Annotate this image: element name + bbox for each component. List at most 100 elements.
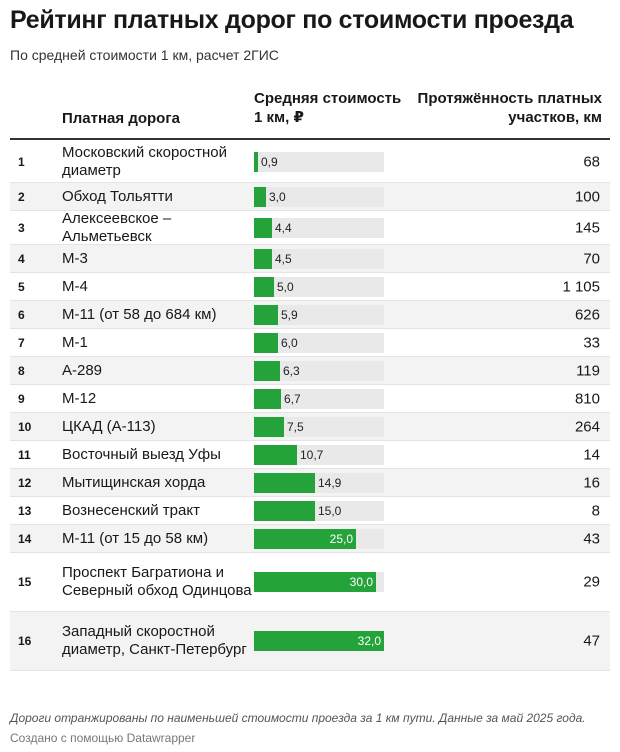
- bar: [254, 388, 281, 409]
- bar: [254, 248, 272, 269]
- chart-subtitle: По средней стоимости 1 км, расчет 2ГИС: [10, 47, 279, 63]
- road-name: А-289: [62, 361, 103, 379]
- rank-cell: 6: [18, 307, 25, 322]
- rank-cell: 15: [18, 575, 32, 589]
- bar-value-label: 15,0: [318, 503, 342, 518]
- road-name: Западный скоростной диаметр, Санкт-Петер…: [62, 623, 247, 658]
- bar: [254, 304, 278, 325]
- length-cell: 100: [574, 188, 600, 205]
- table-row: 12 Мытищинская хорда 14,9 16: [10, 469, 610, 497]
- road-name: Обход Тольятти: [62, 187, 173, 205]
- rank-cell: 2: [18, 189, 25, 204]
- length-cell: 626: [574, 306, 600, 323]
- bar-track: 6,3: [254, 360, 384, 381]
- road-name: Московский скоростной диаметр: [62, 143, 227, 179]
- table-row: 14 М-11 (от 15 до 58 км) 25,0 43: [10, 525, 610, 553]
- bar: [254, 276, 274, 297]
- bar-track: 15,0: [254, 500, 384, 521]
- length-cell: 33: [583, 334, 600, 351]
- length-cell: 47: [583, 632, 600, 650]
- bar-value-label: 5,9: [281, 307, 298, 322]
- rank-cell: 13: [18, 503, 32, 518]
- table-body: 1 Московский скоростной диаметр 0,9 68 2 Обхо…: [10, 141, 610, 671]
- bar-value-label: 4,4: [275, 220, 292, 235]
- length-cell: 810: [574, 390, 600, 407]
- bar-track: 7,5: [254, 416, 384, 437]
- road-name: М-3: [62, 249, 88, 267]
- bar-track: 6,7: [254, 388, 384, 409]
- bar-value-label: 25,0: [329, 531, 353, 546]
- bar: [254, 572, 376, 592]
- rank-cell: 16: [18, 634, 32, 648]
- rank-cell: 4: [18, 251, 25, 266]
- chart-title: Рейтинг платных дорог по стоимости проез…: [10, 6, 574, 34]
- road-name: Алексеевское – Альметьевск: [62, 209, 172, 245]
- length-cell: 145: [574, 219, 600, 236]
- header-cost: Средняя стоимость 1 км, ₽: [254, 90, 402, 126]
- road-name: М-11 (от 15 до 58 км): [62, 529, 209, 547]
- table-row: 9 М-12 6,7 810: [10, 385, 610, 413]
- rank-cell: 11: [18, 447, 31, 462]
- road-name: М-11 (от 58 до 684 км): [62, 305, 217, 323]
- table-row: 2 Обход Тольятти 3,0 100: [10, 183, 610, 211]
- length-cell: 68: [583, 153, 600, 170]
- bar-track: 14,9: [254, 472, 384, 493]
- rank-cell: 1: [18, 154, 25, 169]
- table-row: 1 Московский скоростной диаметр 0,9 68: [10, 141, 610, 183]
- bar-value-label: 6,0: [281, 335, 298, 350]
- road-name: ЦКАД (А-113): [62, 417, 156, 435]
- bar-value-label: 5,0: [277, 279, 294, 294]
- bar: [254, 528, 356, 549]
- bar-value-label: 7,5: [287, 419, 304, 434]
- table-row: 15 Проспект Багратиона и Северный обход О…: [10, 553, 610, 612]
- length-cell: 70: [583, 250, 600, 267]
- bar-track: 0,9: [254, 151, 384, 172]
- rank-cell: 12: [18, 475, 32, 490]
- length-cell: 1 105: [562, 278, 600, 295]
- bar-value-label: 32,0: [357, 634, 381, 648]
- road-name: Мытищинская хорда: [62, 473, 206, 491]
- length-cell: 8: [591, 502, 600, 519]
- table-row: 3 Алексеевское – Альметьевск 4,4 145: [10, 209, 610, 245]
- bar-track: 4,5: [254, 248, 384, 269]
- bar: [254, 444, 297, 465]
- bar-value-label: 30,0: [349, 575, 373, 589]
- table-header: Платная дорога Средняя стоимость 1 км, ₽…: [10, 88, 610, 140]
- rank-cell: 8: [18, 363, 25, 378]
- bar-track: 32,0: [254, 631, 384, 651]
- rank-cell: 14: [18, 531, 32, 546]
- bar-value-label: 6,7: [284, 391, 301, 406]
- rank-cell: 3: [18, 220, 25, 235]
- bar-track: 25,0: [254, 528, 384, 549]
- table-row: 6 М-11 (от 58 до 684 км) 5,9 626: [10, 301, 610, 329]
- rank-cell: 7: [18, 335, 25, 350]
- bar-value-label: 3,0: [269, 189, 286, 204]
- table-row: 13 Вознесенский тракт 15,0 8: [10, 497, 610, 525]
- bar: [254, 472, 315, 493]
- header-road: Платная дорога: [62, 110, 180, 127]
- bar-track: 3,0: [254, 186, 384, 207]
- footer-credit: Создано с помощью Datawrapper: [10, 731, 196, 745]
- table-row: 7 М-1 6,0 33: [10, 329, 610, 357]
- bar: [254, 500, 315, 521]
- bar-value-label: 4,5: [275, 251, 292, 266]
- road-name: М-1: [62, 333, 88, 351]
- bar: [254, 360, 280, 381]
- length-cell: 264: [574, 418, 600, 435]
- bar-track: 10,7: [254, 444, 384, 465]
- bar: [254, 151, 258, 172]
- bar-track: 5,0: [254, 276, 384, 297]
- bar: [254, 416, 284, 437]
- table-row: 16 Западный скоростной диаметр, Санкт-Пет…: [10, 612, 610, 671]
- road-name: Восточный выезд Уфы: [62, 445, 221, 463]
- length-cell: 43: [583, 530, 600, 547]
- bar-track: 6,0: [254, 332, 384, 353]
- table-row: 10 ЦКАД (А-113) 7,5 264: [10, 413, 610, 441]
- table-row: 5 М-4 5,0 1 105: [10, 273, 610, 301]
- bar-value-label: 10,7: [300, 447, 324, 462]
- bar-track: 4,4: [254, 217, 384, 238]
- bar: [254, 332, 278, 353]
- length-cell: 29: [583, 573, 600, 591]
- rank-cell: 9: [18, 391, 25, 406]
- bar-value-label: 0,9: [261, 154, 278, 169]
